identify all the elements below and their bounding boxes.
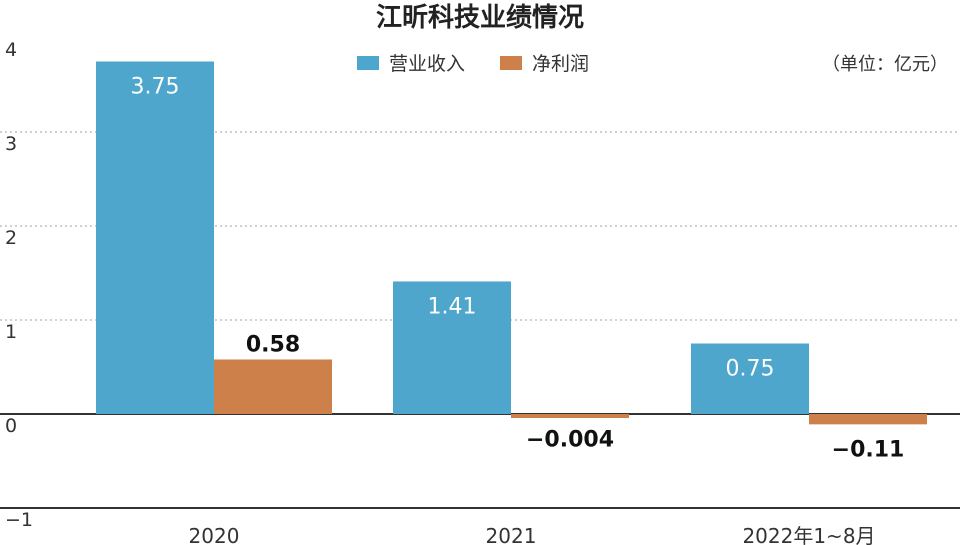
legend-swatch <box>500 56 522 70</box>
bar <box>809 414 927 425</box>
legend: 营业收入 净利润 <box>357 53 589 75</box>
y-tick-label: −1 <box>5 509 33 531</box>
chart-title: 江昕科技业绩情况 <box>376 3 584 33</box>
data-label: −0.11 <box>832 437 905 462</box>
data-labels: 3.75 0.58 1.41 −0.004 0.75 −0.11 <box>131 75 905 463</box>
y-tick-label: 0 <box>5 415 17 437</box>
y-tick-label: 3 <box>5 133 17 155</box>
y-tick-label: 4 <box>5 39 17 61</box>
bar <box>691 343 809 414</box>
x-axis-ticks: 2020 2021 2022年1~8月 <box>189 524 876 545</box>
bar <box>393 281 511 414</box>
legend-swatch <box>357 56 379 70</box>
data-label: 0.58 <box>246 332 300 357</box>
bars <box>96 61 927 425</box>
y-axis-ticks: 4 3 2 1 0 −1 <box>5 39 33 531</box>
bar <box>511 414 629 418</box>
data-label: 1.41 <box>428 294 477 319</box>
bar <box>96 61 214 414</box>
legend-label: 营业收入 <box>389 53 465 75</box>
x-tick-label: 2021 <box>486 524 537 545</box>
y-tick-label: 1 <box>5 321 17 343</box>
data-label: −0.004 <box>526 427 614 452</box>
x-tick-label: 2022年1~8月 <box>742 524 875 545</box>
y-tick-label: 2 <box>5 227 17 249</box>
legend-label: 净利润 <box>532 53 589 75</box>
unit-note: （单位：亿元） <box>822 54 948 75</box>
x-tick-label: 2020 <box>189 524 240 545</box>
data-label: 0.75 <box>726 357 775 382</box>
data-label: 3.75 <box>131 75 180 100</box>
bar <box>214 359 332 414</box>
